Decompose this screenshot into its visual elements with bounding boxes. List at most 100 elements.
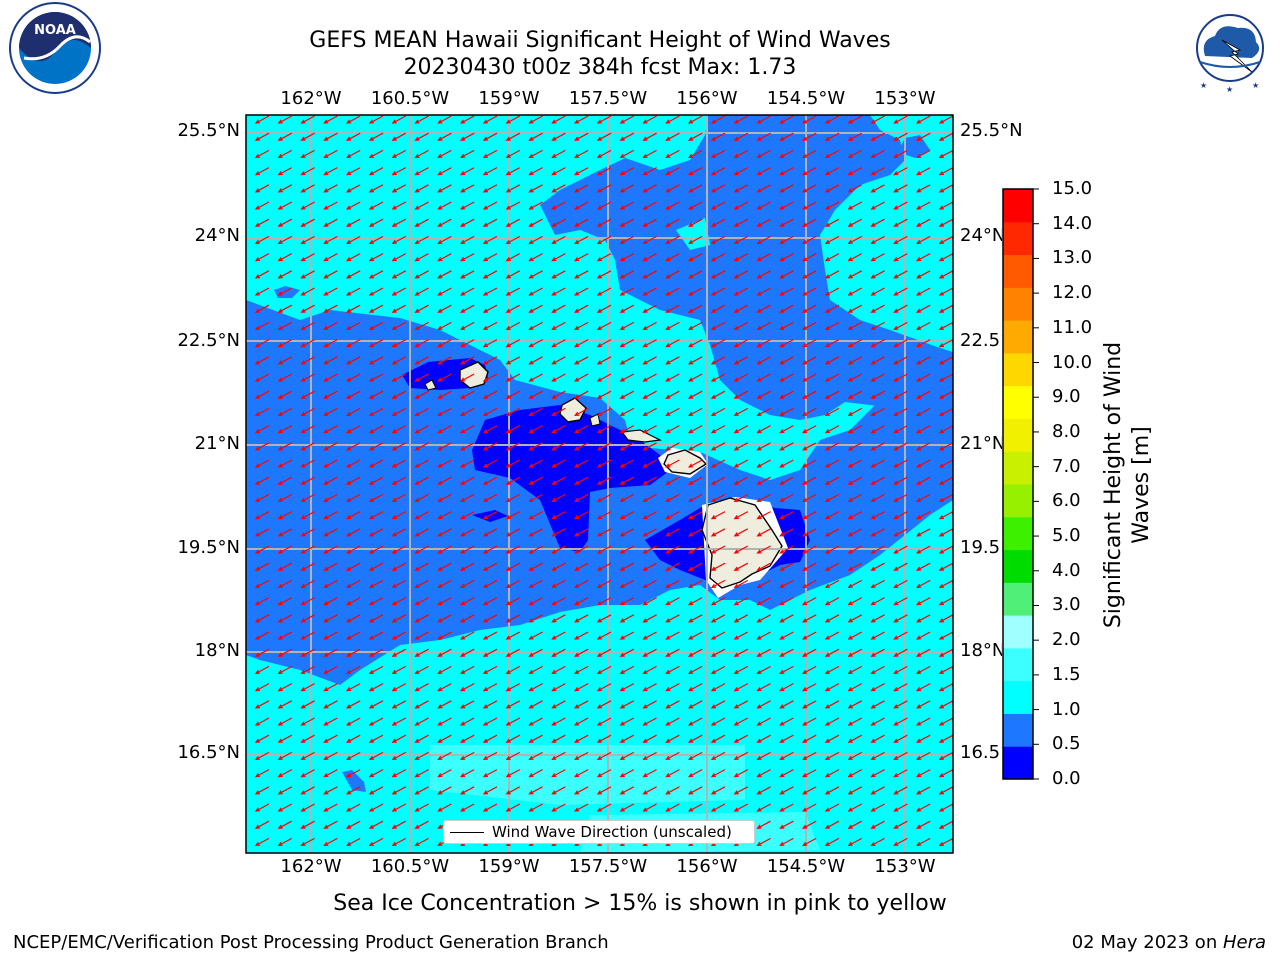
wind-wave-arrow [619, 115, 635, 124]
wind-wave-arrow [505, 407, 521, 417]
wind-wave-arrow [482, 769, 498, 778]
wind-wave-arrow [642, 597, 657, 606]
wind-wave-arrow [642, 734, 657, 743]
wind-wave-arrow [824, 786, 840, 795]
wind-wave-arrow [459, 373, 475, 382]
wind-wave-arrow [870, 407, 885, 417]
wind-wave-arrow [915, 442, 931, 451]
wind-wave-arrow [915, 734, 931, 743]
wind-wave-arrow [528, 459, 543, 468]
wind-wave-arrow [528, 614, 543, 623]
wind-wave-arrow [368, 270, 384, 279]
wind-wave-arrow [893, 545, 908, 554]
wind-wave-arrow [710, 528, 726, 537]
wind-wave-arrow [459, 528, 475, 537]
wind-wave-arrow [779, 304, 794, 313]
wind-wave-arrow [482, 407, 498, 417]
wind-wave-arrow [870, 115, 885, 124]
wind-wave-arrow [323, 820, 338, 829]
wind-wave-arrow [596, 339, 612, 348]
wind-wave-arrow [345, 528, 361, 537]
wind-wave-arrow [938, 270, 953, 279]
wind-wave-arrow [847, 751, 863, 761]
wind-wave-arrow [665, 115, 680, 124]
wind-wave-arrow [391, 476, 407, 485]
wind-wave-arrow [938, 235, 953, 245]
wind-wave-arrow [824, 545, 840, 554]
wind-wave-arrow [847, 304, 863, 313]
wind-wave-arrow [733, 390, 749, 399]
wind-wave-arrow [573, 390, 589, 399]
wind-wave-arrow [528, 683, 543, 692]
wind-wave-arrow [345, 218, 361, 227]
wind-wave-arrow [573, 493, 589, 503]
wind-wave-arrow [687, 201, 703, 210]
wind-wave-arrow [733, 562, 749, 571]
wind-wave-arrow [642, 769, 657, 778]
wind-wave-arrow [368, 769, 384, 778]
wind-wave-arrow [756, 511, 771, 520]
wind-wave-arrow [642, 184, 657, 193]
wind-wave-arrow [596, 373, 612, 382]
wind-wave-arrow [710, 339, 726, 348]
wind-wave-arrow [619, 442, 635, 451]
wind-wave-arrow [391, 545, 407, 554]
wind-wave-arrow [323, 631, 338, 640]
wind-wave-arrow [528, 321, 543, 331]
wind-wave-arrow [665, 665, 680, 675]
wind-wave-arrow [915, 837, 931, 847]
wind-wave-arrow [665, 511, 680, 520]
wind-wave-arrow [277, 786, 293, 795]
wind-wave-arrow [482, 511, 498, 520]
colorbar-swatch [1003, 254, 1033, 288]
wind-wave-arrow [915, 751, 931, 761]
wind-wave-arrow [323, 115, 338, 124]
wind-wave-arrow [528, 562, 543, 571]
wind-wave-arrow [528, 132, 543, 141]
colorbar-tick-label: 2.0 [1052, 629, 1081, 651]
wind-wave-arrow [801, 390, 817, 399]
wind-wave-arrow [551, 579, 566, 589]
wind-wave-arrow [551, 270, 566, 279]
wind-wave-arrow [437, 356, 452, 365]
wind-wave-arrow [893, 579, 908, 589]
wind-wave-arrow [756, 648, 771, 657]
wind-wave-arrow [642, 339, 657, 348]
wind-wave-arrow [847, 356, 863, 365]
wind-wave-arrow [459, 442, 475, 451]
wind-wave-arrow [915, 648, 931, 657]
wind-wave-arrow [573, 356, 589, 365]
wind-wave-arrow [573, 648, 589, 657]
wind-wave-arrow [368, 820, 384, 829]
wind-wave-arrow [345, 115, 361, 124]
wind-wave-arrow [710, 631, 726, 640]
wind-wave-arrow [323, 132, 338, 141]
wind-wave-arrow [482, 803, 498, 812]
wind-wave-arrow [710, 356, 726, 365]
wind-wave-arrow [391, 562, 407, 571]
wind-wave-arrow [665, 545, 680, 554]
wind-wave-arrow [665, 459, 680, 468]
wind-wave-arrow [915, 700, 931, 709]
wind-wave-arrow [528, 235, 543, 245]
wind-wave-arrow [300, 648, 315, 657]
wind-wave-arrow [824, 562, 840, 571]
wind-wave-arrow [710, 579, 726, 589]
wind-wave-arrow [573, 407, 589, 417]
wind-wave-arrow [573, 167, 589, 176]
wind-wave-arrow [893, 820, 908, 829]
wind-wave-arrow [938, 717, 953, 726]
wind-wave-arrow [642, 321, 657, 331]
wind-wave-arrow [779, 184, 794, 193]
wind-wave-arrow [437, 476, 452, 485]
wind-wave-arrow [733, 786, 749, 795]
wind-wave-arrow [938, 253, 953, 262]
wind-wave-arrow [573, 442, 589, 451]
wind-wave-arrow [619, 631, 635, 640]
wind-wave-arrow [482, 356, 498, 365]
wind-wave-arrow [779, 321, 794, 331]
wind-wave-arrow [573, 218, 589, 227]
wind-wave-arrow [801, 425, 817, 434]
wind-wave-arrow [414, 339, 429, 348]
wind-wave-arrow [642, 665, 657, 675]
